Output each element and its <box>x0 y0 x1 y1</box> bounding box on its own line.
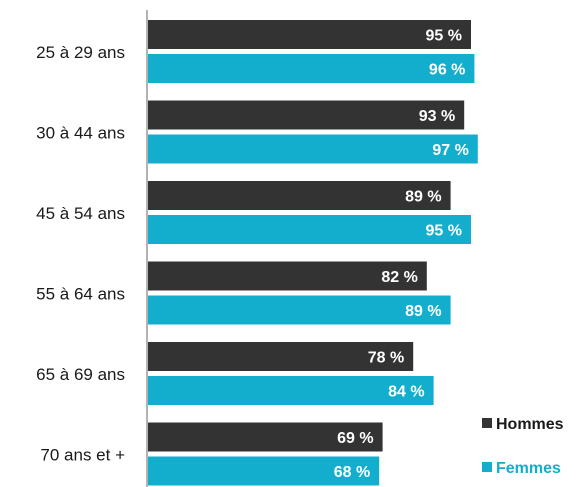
bar-femmes <box>148 215 471 244</box>
bar-femmes <box>148 456 380 486</box>
data-label-hommes: 82 % <box>381 269 417 286</box>
bar-hommes <box>148 20 471 49</box>
data-label-femmes: 95 % <box>426 223 462 240</box>
legend-label-femmes: Femmes <box>496 460 561 477</box>
bar-femmes <box>148 376 434 405</box>
legend-swatch-femmes <box>482 462 492 472</box>
bar-hommes <box>148 422 383 452</box>
data-label-hommes: 89 % <box>405 189 441 206</box>
category-label: 25 à 29 ans <box>36 43 125 62</box>
bars: 95 % 96 % 93 % 97 % 89 % 95 % 82 % 89 % 78 % 84 %… <box>148 20 478 486</box>
bar-hommes <box>148 100 465 130</box>
category-label: 65 à 69 ans <box>36 365 125 384</box>
category-label: 30 à 44 ans <box>36 124 125 143</box>
category-labels: 25 à 29 ans 30 à 44 ans 45 à 54 ans 55 à 64… <box>36 43 125 465</box>
data-label-femmes: 97 % <box>432 142 468 159</box>
bar-hommes <box>148 342 414 371</box>
bar-hommes <box>148 181 451 210</box>
data-label-femmes: 96 % <box>429 62 465 79</box>
legend: Hommes Femmes <box>482 416 564 477</box>
data-label-hommes: 69 % <box>337 430 373 447</box>
bar-femmes <box>148 295 451 325</box>
category-label: 55 à 64 ans <box>36 285 125 304</box>
data-label-femmes: 68 % <box>334 464 370 481</box>
category-label: 45 à 54 ans <box>36 204 125 223</box>
category-label: 70 ans et + <box>40 446 125 465</box>
data-label-femmes: 89 % <box>405 303 441 320</box>
legend-label-hommes: Hommes <box>496 416 564 433</box>
bar-femmes <box>148 54 475 83</box>
data-label-femmes: 84 % <box>388 384 424 401</box>
data-label-hommes: 78 % <box>368 350 404 367</box>
bar-femmes <box>148 134 478 164</box>
data-label-hommes: 95 % <box>426 28 462 45</box>
legend-swatch-hommes <box>482 418 492 428</box>
data-label-hommes: 93 % <box>419 108 455 125</box>
bar-hommes <box>148 261 427 291</box>
